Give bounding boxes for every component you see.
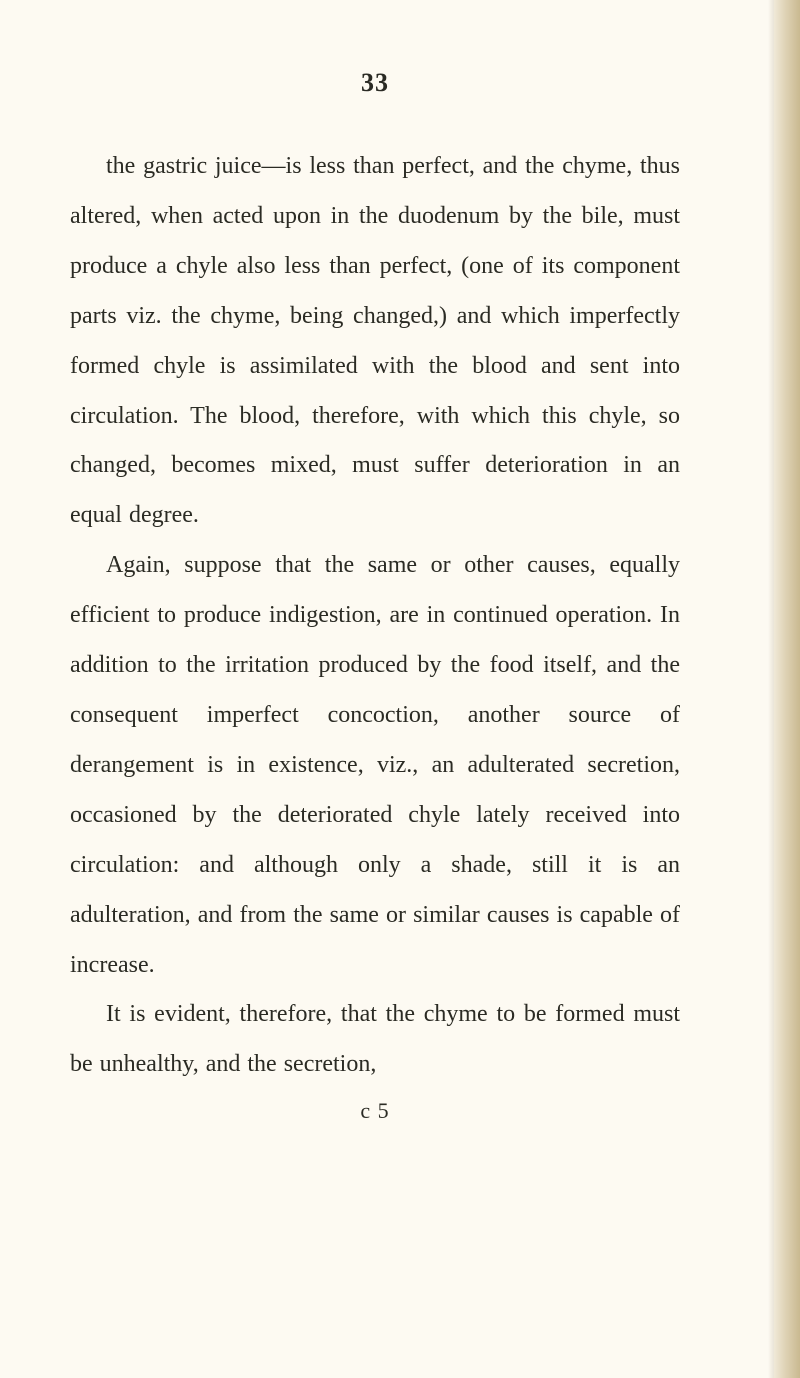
paragraph: Again, suppose that the same or other ca…	[70, 541, 680, 990]
page-right-edge-shadow	[774, 0, 800, 1378]
body-text: the gastric juice—is less than perfect, …	[70, 142, 680, 1090]
paragraph: the gastric juice—is less than perfect, …	[70, 142, 680, 541]
scanned-page: 33 the gastric juice—is less than perfec…	[0, 0, 800, 1378]
text-block: 33 the gastric juice—is less than perfec…	[70, 68, 680, 1124]
signature-mark: c 5	[70, 1098, 680, 1124]
page-number: 33	[70, 68, 680, 98]
paragraph: It is evident, therefore, that the chyme…	[70, 990, 680, 1090]
